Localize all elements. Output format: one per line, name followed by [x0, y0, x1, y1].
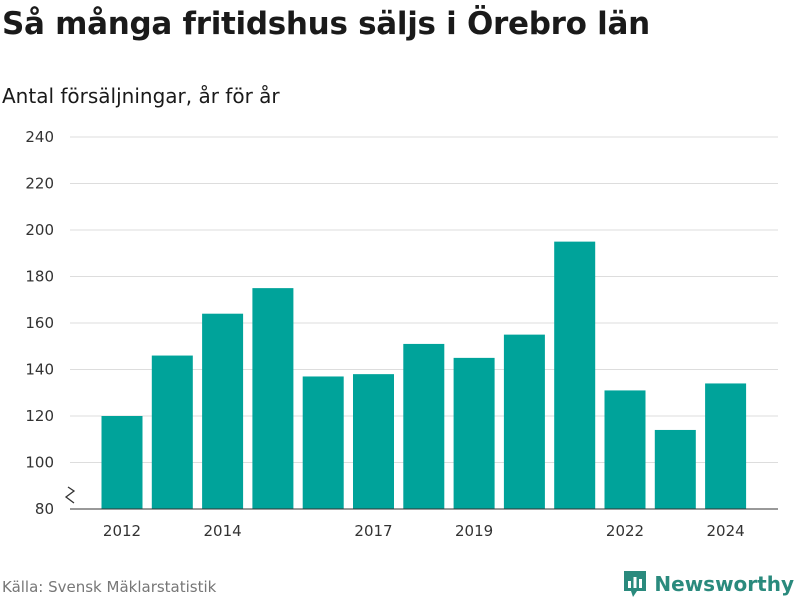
bar-2012	[101, 416, 143, 509]
axis-break-icon	[64, 486, 76, 504]
source-note: Källa: Svensk Mäklarstatistik	[2, 578, 217, 596]
y-tick-label: 120	[25, 407, 54, 425]
bar-2020	[503, 334, 545, 509]
y-tick-label: 240	[25, 128, 54, 146]
label-layer: 80 100 120 140 160 180 200 220 240 2012 2014 2017 20…	[25, 128, 744, 540]
x-tick-label: 2019	[455, 522, 493, 540]
bar-2015	[252, 288, 294, 509]
y-tick-label: 80	[35, 500, 54, 518]
bar-2013	[151, 355, 193, 509]
x-tick-label: 2017	[354, 522, 392, 540]
bar-2016	[302, 376, 344, 509]
x-tick-label: 2022	[606, 522, 644, 540]
bar-2019	[453, 357, 495, 509]
bar-2024	[705, 383, 747, 509]
bar-2017	[353, 374, 394, 509]
bar-2014	[202, 313, 244, 509]
y-tick-label: 220	[25, 175, 54, 193]
chart-title: Så många fritidshus säljs i Örebro län	[2, 6, 650, 42]
x-tick-label: 2014	[204, 522, 242, 540]
y-tick-label: 100	[25, 454, 54, 472]
chart-subtitle: Antal försäljningar, år för år	[2, 84, 280, 108]
bar-2018	[403, 343, 445, 509]
y-tick-label: 200	[25, 221, 54, 239]
axis-layer	[64, 486, 778, 510]
x-tick-label: 2012	[103, 522, 141, 540]
bar-2023	[654, 429, 696, 509]
newsworthy-logo-icon	[624, 571, 647, 597]
x-tick-label: 2024	[707, 522, 745, 540]
brand-name: Newsworthy	[654, 572, 794, 596]
bar-2022	[604, 390, 646, 509]
bar-2021	[554, 241, 596, 509]
y-tick-label: 180	[25, 268, 54, 286]
brand-logo: Newsworthy	[622, 569, 794, 599]
y-tick-label: 140	[25, 361, 54, 379]
bar-layer	[101, 241, 747, 509]
y-tick-label: 160	[25, 314, 54, 332]
